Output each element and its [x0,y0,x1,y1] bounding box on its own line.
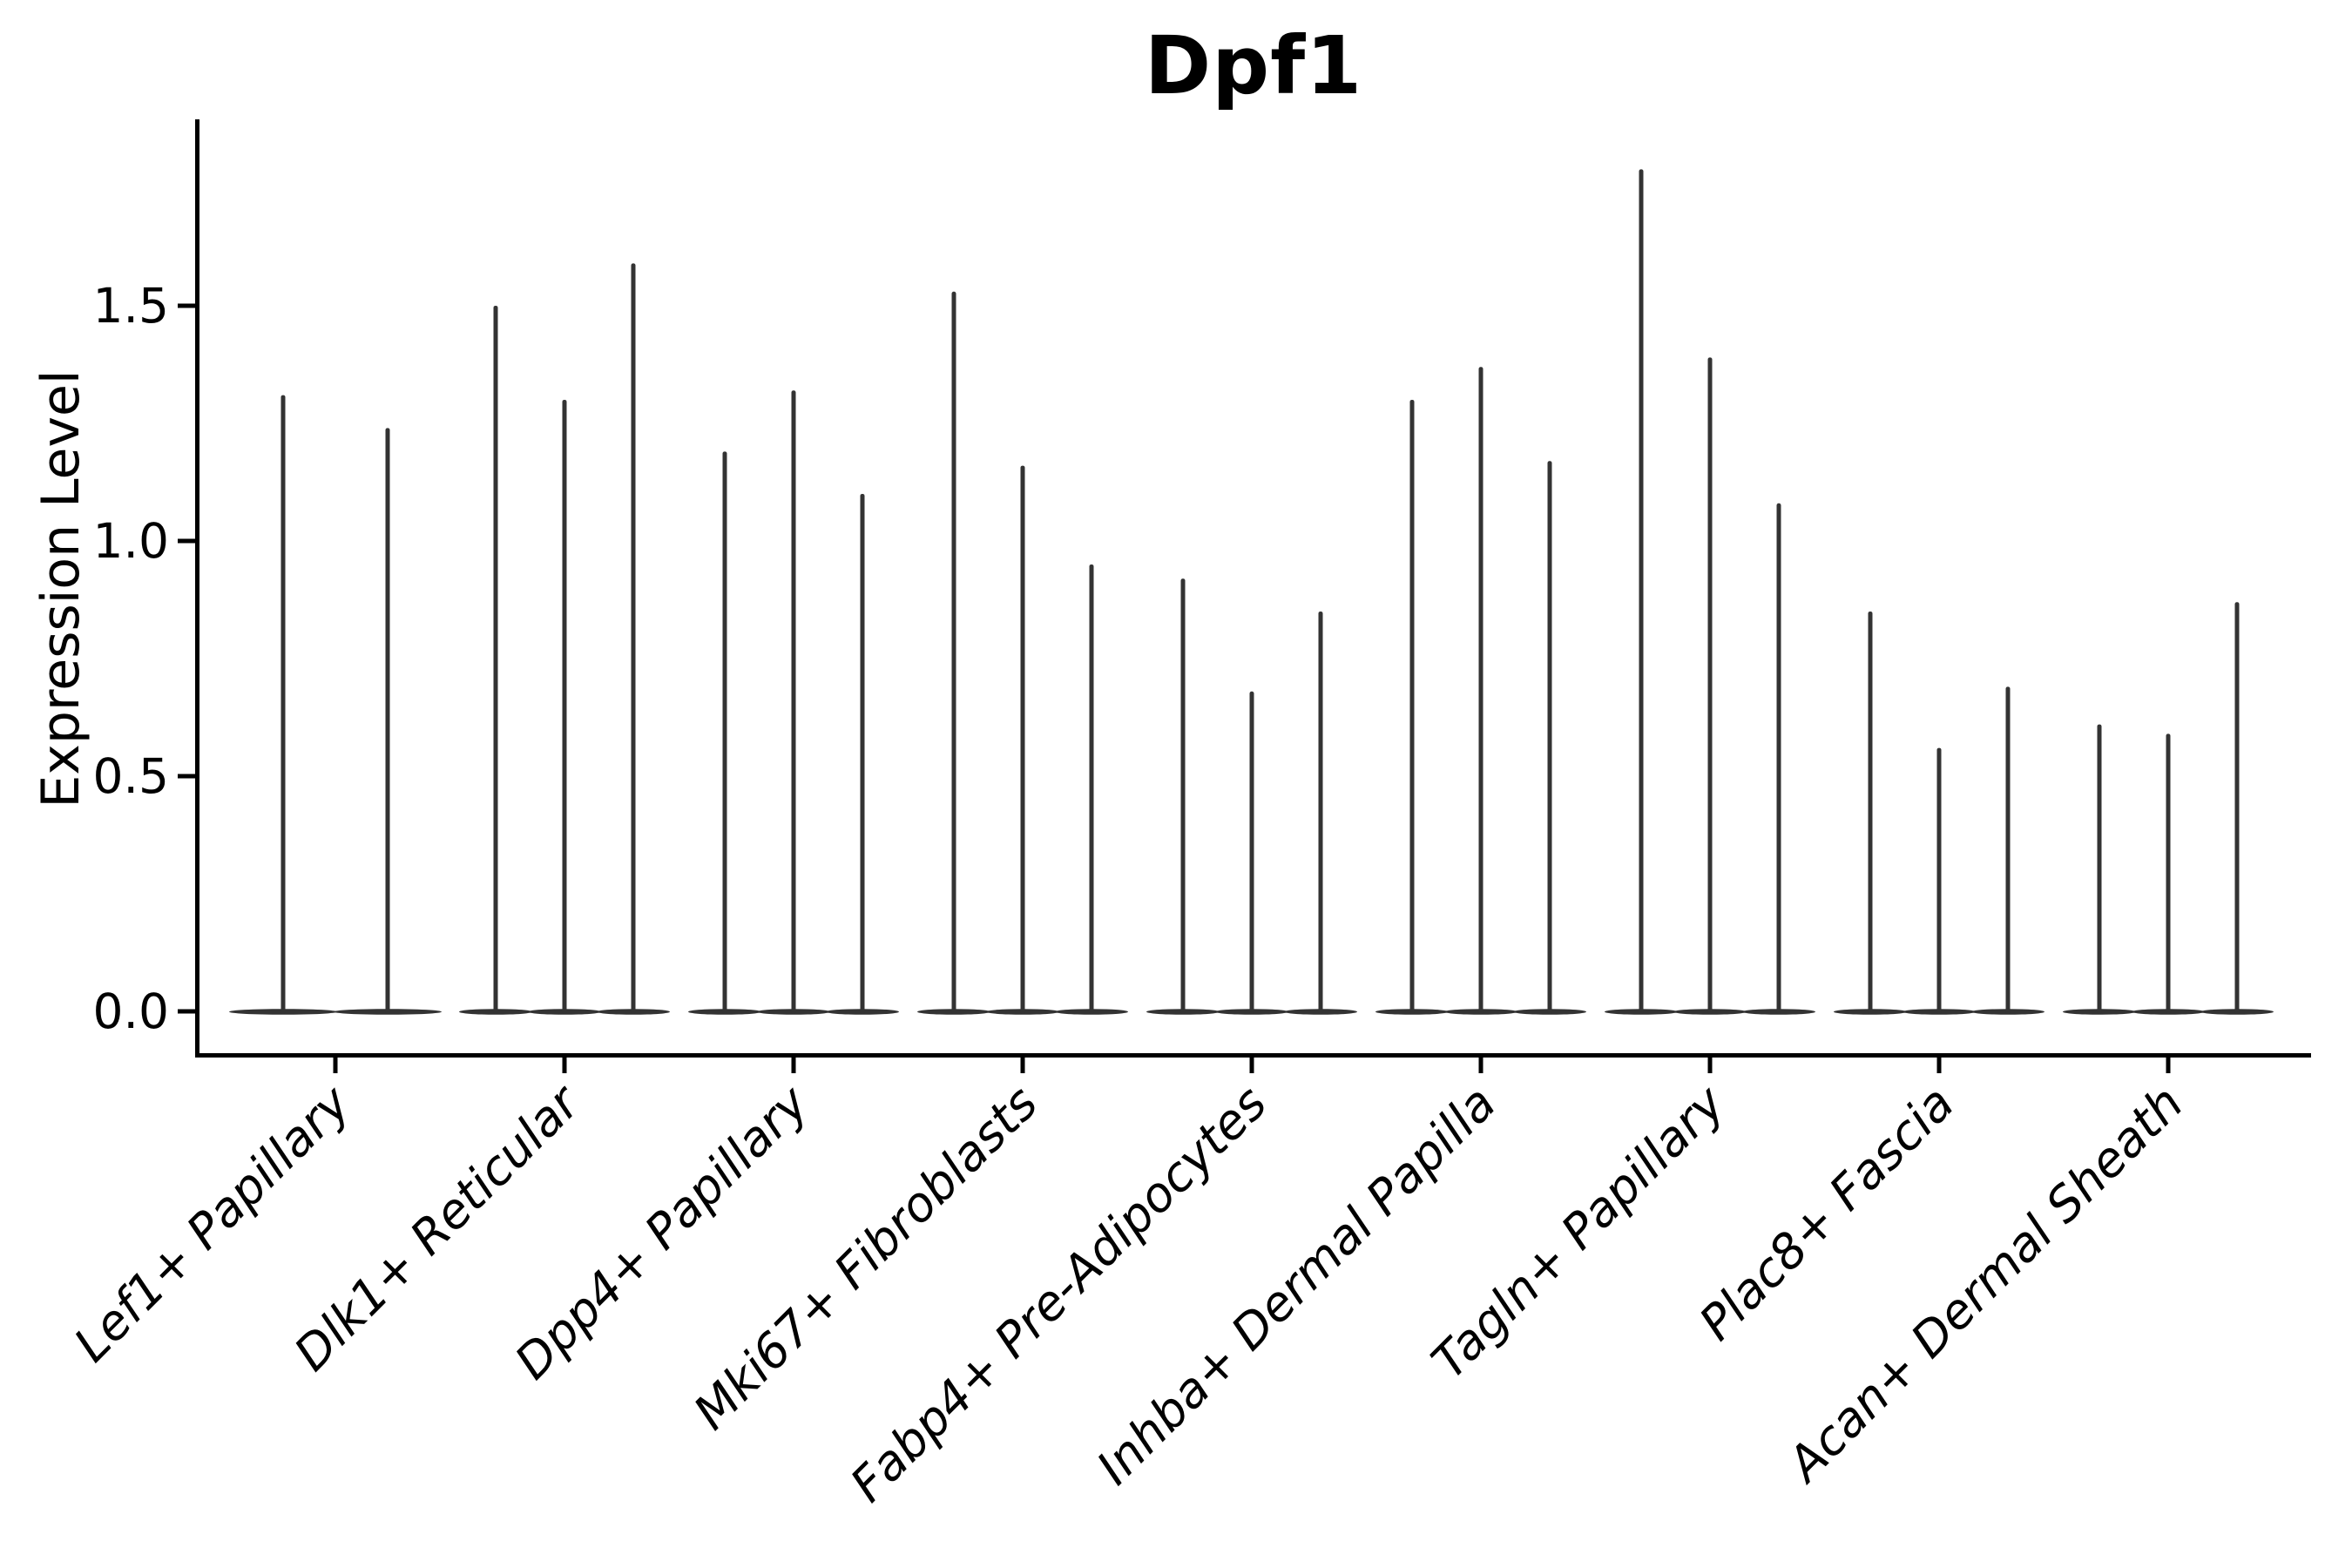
y-tick [178,538,195,544]
violin-spike [1089,564,1094,1014]
y-tick [178,303,195,308]
violin-spike [1868,612,1873,1014]
violin-spike [1249,691,1254,1014]
y-tick-label: 1.0 [93,513,169,569]
y-tick-label: 0.5 [93,748,169,804]
y-axis-spine [195,119,199,1058]
violin-spike [951,291,956,1014]
y-tick [178,774,195,779]
violin-spike [1478,367,1484,1014]
x-tick-label: Acan+ Dermal Sheath [1775,1075,2194,1494]
violin-spike [280,395,286,1015]
violin-spike [1318,612,1323,1014]
violin-spike [2166,733,2171,1014]
violin-spike [2005,686,2011,1014]
y-tick [178,1009,195,1014]
x-axis-spine [195,1053,2311,1058]
x-tick [2166,1058,2171,1073]
violin-spike [1020,465,1025,1014]
x-tick [791,1058,796,1073]
chart-title: Dpf1 [1144,19,1363,112]
violin-spike [1180,578,1186,1014]
x-tick [1936,1058,1942,1073]
x-tick [562,1058,567,1073]
violin-spike [722,451,727,1014]
x-tick [1249,1058,1254,1073]
violin-spike [2234,602,2240,1014]
x-tick-label: Fabp4+ Pre-Adipocytes [840,1075,1277,1512]
x-tick [1707,1058,1713,1073]
violin-spike [860,494,865,1014]
x-tick [333,1058,338,1073]
violin-spike [1547,461,1552,1014]
violin-spike [1639,169,1644,1014]
violin-spike [493,306,498,1014]
x-tick [1478,1058,1484,1073]
violin-spike [1776,503,1781,1014]
violin-spike [1409,400,1415,1014]
violin-spike [1707,357,1713,1014]
y-tick-label: 0.0 [93,983,169,1039]
violin-spike [1936,747,1942,1014]
violin-spike [562,400,567,1014]
violin-spike [2097,724,2102,1014]
x-tick-label: Inhba+ Dermal Papilla [1086,1075,1506,1495]
y-tick-label: 1.5 [93,278,169,334]
violin-spike [791,390,796,1014]
violin-spike [631,263,636,1014]
violin-spike [385,428,390,1014]
x-tick [1020,1058,1025,1073]
